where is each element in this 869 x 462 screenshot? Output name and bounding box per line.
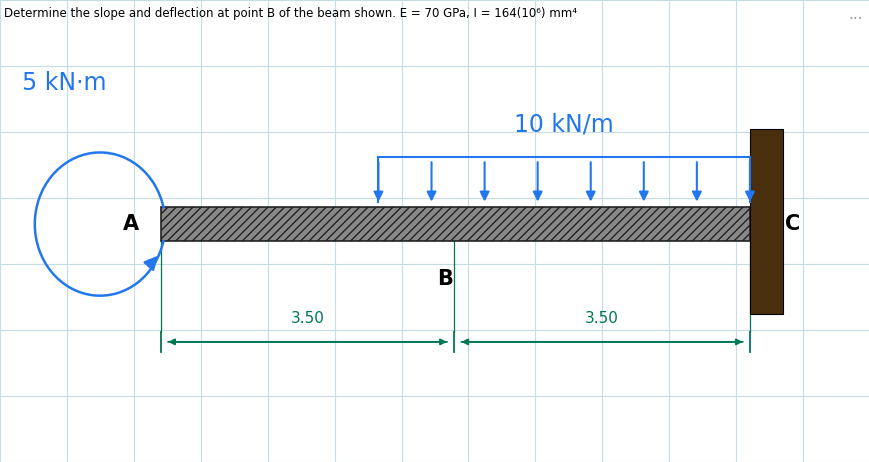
Text: 3.50: 3.50	[290, 311, 324, 326]
Text: A: A	[123, 214, 139, 234]
Text: C: C	[784, 214, 799, 234]
Text: Determine the slope and deflection at point B of the beam shown. E = 70 GPa, I =: Determine the slope and deflection at po…	[4, 7, 577, 20]
Bar	[749, 129, 782, 314]
Text: 3.50: 3.50	[585, 311, 618, 326]
Text: ...: ...	[847, 7, 862, 22]
Text: B: B	[437, 269, 453, 289]
Bar	[161, 207, 749, 241]
Text: 10 kN/m: 10 kN/m	[514, 112, 614, 136]
Text: 5 kN·m: 5 kN·m	[22, 71, 106, 95]
